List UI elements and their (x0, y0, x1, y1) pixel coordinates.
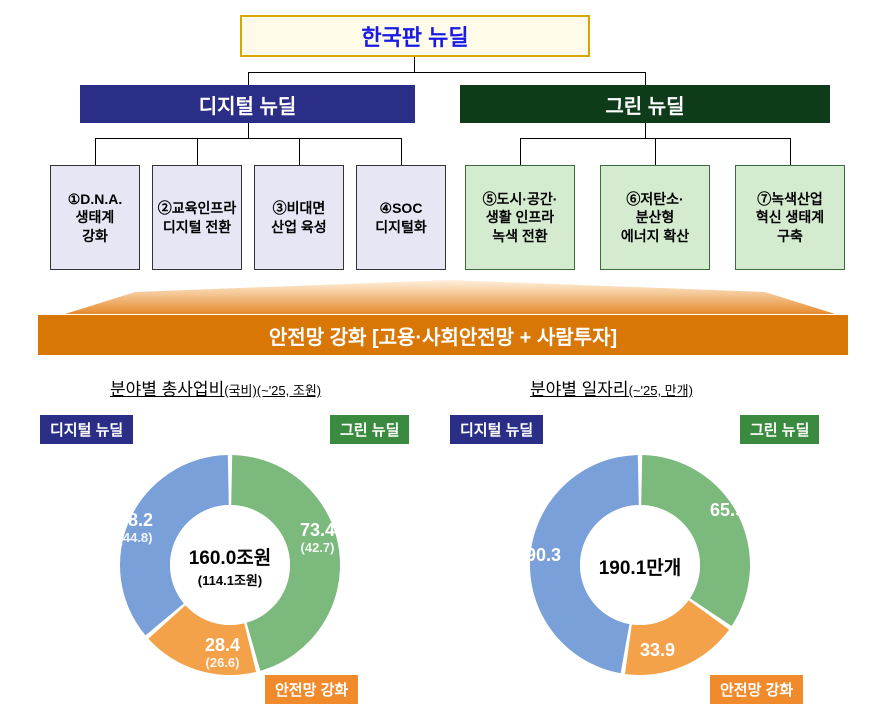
connector (645, 123, 646, 138)
jobs-val-safety: 33.9 (640, 640, 675, 661)
connector (655, 138, 656, 165)
sub-digital-box: ④SOC 디지털화 (356, 165, 446, 270)
sub-digital-box: ③비대면 산업 육성 (254, 165, 344, 270)
sub-label: ①D.N.A. 생태계 강화 (68, 190, 123, 245)
budget-center-label: 160.0조원 (114.1조원) (175, 543, 285, 589)
connector (95, 138, 401, 139)
connector (248, 72, 249, 85)
jobs-val-digital: 90.3 (526, 545, 561, 566)
budget-val-green: 73.4 (42.7) (300, 520, 335, 556)
jobs-val-green: 65.9 (710, 500, 745, 521)
budget-val-safety: 28.4 (26.6) (205, 635, 240, 671)
root-title: 한국판 뉴딜 (361, 20, 468, 52)
sub-green-box: ⑥저탄소· 분산형 에너지 확산 (600, 165, 710, 270)
val-sub: (44.8) (118, 531, 153, 546)
center-main: 160.0조원 (175, 543, 285, 570)
connector (248, 72, 646, 73)
val-main: 28.4 (205, 635, 240, 656)
connector (790, 138, 791, 165)
sub-green-box: ⑦녹색산업 혁신 생태계 구축 (735, 165, 845, 270)
jobs-center-label: 190.1만개 (585, 553, 695, 580)
budget-val-digital: 58.2 (44.8) (118, 510, 153, 546)
connector (248, 123, 249, 138)
connector (401, 138, 402, 165)
sub-label: ③비대면 산업 육성 (271, 199, 326, 235)
val-main: 73.4 (300, 520, 335, 541)
connector (414, 57, 415, 72)
branch-digital-label: 디지털 뉴딜 (199, 90, 297, 119)
val-sub: (26.6) (205, 656, 240, 671)
sub-digital-box: ②교육인프라 디지털 전환 (152, 165, 242, 270)
branch-green-label: 그린 뉴딜 (605, 90, 684, 119)
connector (299, 138, 300, 165)
sub-label: ⑤도시·공간· 생활 인프라 녹색 전환 (483, 190, 558, 245)
val-main: 90.3 (526, 545, 561, 566)
sub-digital-box: ①D.N.A. 생태계 강화 (50, 165, 140, 270)
root-title-box: 한국판 뉴딜 (240, 15, 590, 57)
sub-label: ④SOC 디지털화 (375, 199, 427, 235)
safety-net-bar: 안전망 강화 [고용·사회안전망 + 사람투자] (38, 315, 848, 355)
connector (95, 138, 96, 165)
jobs-donut-wrap: 디지털 뉴딜 그린 뉴딜 안전망 강화 190.1만개 90.3 65.9 33… (450, 395, 830, 715)
sub-green-box: ⑤도시·공간· 생활 인프라 녹색 전환 (465, 165, 575, 270)
sub-label: ⑥저탄소· 분산형 에너지 확산 (621, 190, 689, 245)
sub-label: ⑦녹색산업 혁신 생태계 구축 (756, 190, 824, 245)
branch-digital-box: 디지털 뉴딜 (80, 85, 415, 123)
val-main: 65.9 (710, 500, 745, 521)
connector (645, 72, 646, 85)
branch-green-box: 그린 뉴딜 (460, 85, 830, 123)
center-main: 190.1만개 (585, 553, 695, 580)
val-sub: (42.7) (300, 541, 335, 556)
connector (520, 138, 521, 165)
arrow-up-icon (65, 280, 835, 314)
connector (197, 138, 198, 165)
val-main: 33.9 (640, 640, 675, 661)
safety-net-text: 안전망 강화 [고용·사회안전망 + 사람투자] (269, 321, 617, 350)
val-main: 58.2 (118, 510, 153, 531)
budget-donut-wrap: 디지털 뉴딜 그린 뉴딜 안전망 강화 160.0조원 (114.1조원) 58… (40, 395, 420, 715)
sub-label: ②교육인프라 디지털 전환 (158, 199, 236, 235)
center-sub: (114.1조원) (175, 570, 285, 589)
